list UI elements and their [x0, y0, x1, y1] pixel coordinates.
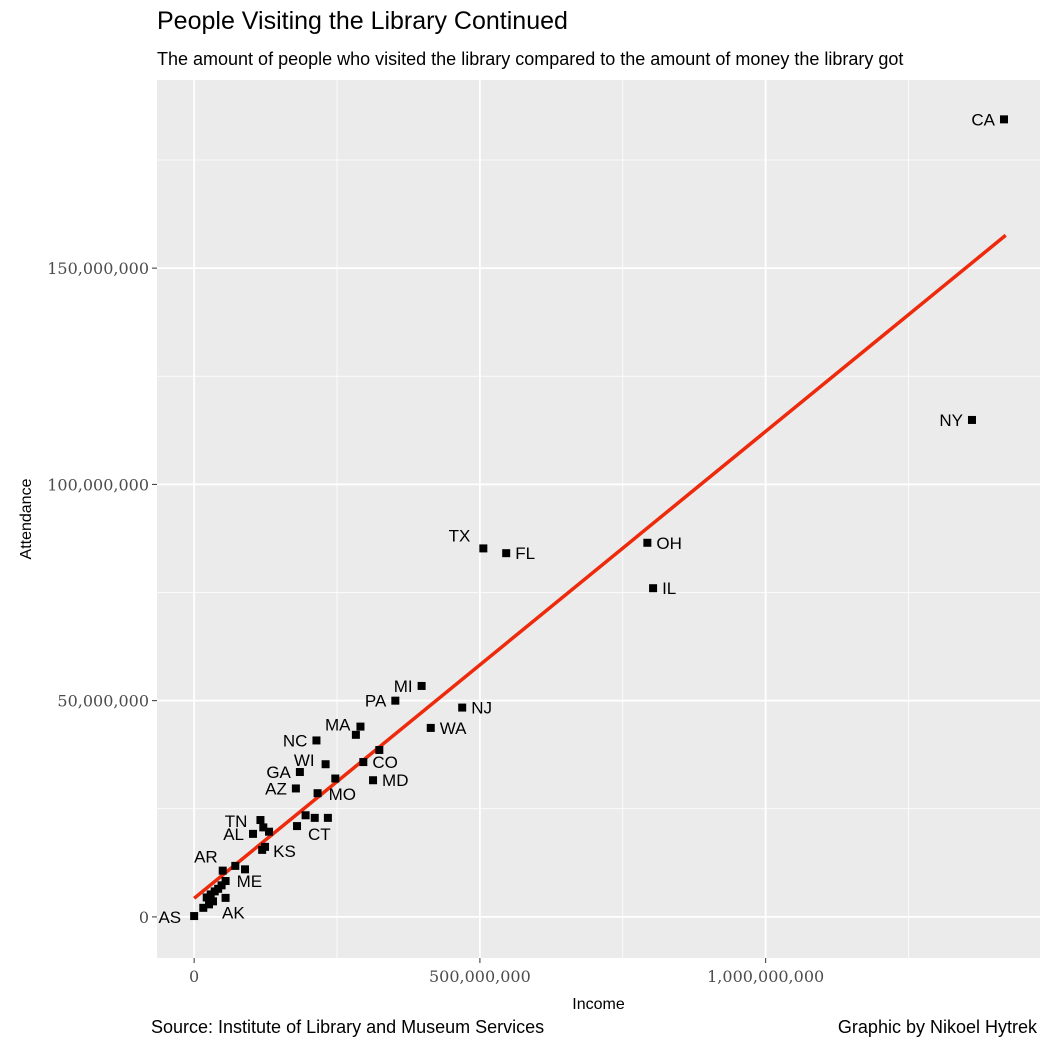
point-label-nj: NJ: [471, 699, 492, 718]
point-label-az: AZ: [265, 779, 287, 798]
point-label-wi: WI: [294, 751, 315, 770]
point-label-nc: NC: [283, 731, 308, 750]
data-point: [967, 415, 976, 424]
data-point: [310, 813, 319, 822]
data-point: [351, 730, 360, 739]
data-point: [391, 696, 400, 705]
data-point: [205, 900, 214, 909]
data-point: [295, 768, 304, 777]
trend-line-group: [193, 233, 1007, 900]
y-tick-label: 100,000,000: [47, 475, 149, 494]
data-point: [417, 681, 426, 690]
x-tick-label: 1,000,000,000: [707, 967, 824, 986]
grid-minor: [157, 80, 1040, 958]
chart-title: People Visiting the Library Continued: [157, 7, 568, 35]
point-label-al: AL: [223, 825, 244, 844]
y-axis-title: Attendance: [18, 478, 35, 559]
point-label-ma: MA: [325, 716, 351, 735]
point-label-wa: WA: [440, 719, 467, 738]
point-label-mo: MO: [329, 785, 356, 804]
data-point: [356, 722, 365, 731]
data-point: [458, 703, 467, 712]
data-point: [321, 760, 330, 769]
data-point: [218, 866, 227, 875]
point-label-ca: CA: [971, 110, 995, 129]
data-point: [231, 861, 240, 870]
grid-major: [157, 80, 1040, 958]
trend-line: [193, 233, 1007, 900]
data-point: [199, 903, 208, 912]
point-label-mi: MI: [394, 677, 413, 696]
x-tick-label: 500,000,000: [429, 967, 531, 986]
data-point: [221, 893, 230, 902]
data-point: [209, 897, 218, 906]
data-point: [375, 745, 384, 754]
y-tick-label: 150,000,000: [47, 259, 149, 278]
data-point: [256, 816, 265, 825]
data-point: [313, 789, 322, 798]
source-caption: Source: Institute of Library and Museum …: [151, 1017, 545, 1037]
data-point: [190, 912, 199, 921]
point-label-ks: KS: [273, 842, 296, 861]
data-point: [210, 887, 219, 896]
x-tick-label: 0: [189, 967, 199, 986]
data-point: [649, 584, 658, 593]
data-point: [241, 865, 250, 874]
point-label-as: AS: [158, 908, 181, 927]
data-point: [502, 549, 511, 558]
data-point: [369, 776, 378, 785]
chart-subtitle: The amount of people who visited the lib…: [157, 49, 904, 69]
point-label-oh: OH: [656, 534, 682, 553]
point-label-tn: TN: [225, 812, 248, 831]
data-point: [359, 758, 368, 767]
point-label-pa: PA: [365, 692, 387, 711]
plot-panel: [157, 80, 1040, 958]
point-label-co: CO: [372, 753, 398, 772]
point-label-md: MD: [382, 771, 408, 790]
data-point: [312, 736, 321, 745]
point-label-fl: FL: [515, 544, 535, 563]
point-label-me: ME: [237, 872, 263, 891]
data-point: [293, 822, 302, 831]
x-axis-title: Income: [572, 996, 625, 1013]
data-point: [479, 544, 488, 553]
credit-caption: Graphic by Nikoel Hytrek: [837, 1017, 1037, 1037]
data-point: [643, 538, 652, 547]
point-label-ny: NY: [939, 411, 963, 430]
data-point: [202, 893, 211, 902]
point-label-ak: AK: [222, 903, 245, 922]
data-point: [265, 827, 274, 836]
point-label-ct: CT: [308, 825, 331, 844]
data-points: [190, 115, 1008, 921]
point-label-il: IL: [662, 579, 676, 598]
data-point: [206, 890, 215, 899]
data-point: [426, 723, 435, 732]
point-label-ar: AR: [194, 848, 218, 867]
data-point: [323, 813, 332, 822]
data-point: [331, 774, 340, 783]
data-point: [261, 842, 270, 851]
y-tick-label: 0: [139, 908, 149, 927]
data-point: [221, 877, 230, 886]
data-point: [999, 115, 1008, 124]
point-label-ga: GA: [266, 763, 291, 782]
point-label-tx: TX: [449, 526, 471, 545]
y-tick-label: 50,000,000: [57, 692, 149, 711]
data-point: [301, 811, 310, 820]
axis-ticks: 0 500,000,000 1,000,000,000 0 50,000,000 100,…: [47, 259, 824, 986]
data-point: [291, 784, 300, 793]
data-point: [249, 829, 258, 838]
data-point: [259, 823, 268, 832]
